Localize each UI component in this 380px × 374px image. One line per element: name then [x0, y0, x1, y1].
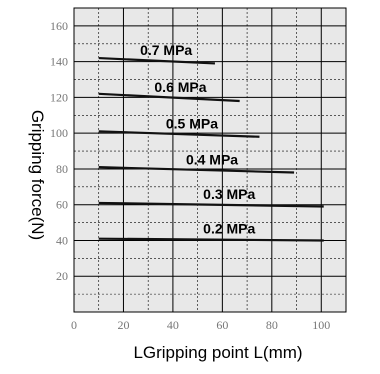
x-tick-label: 60: [216, 318, 228, 332]
series-label: 0.3 MPa: [203, 186, 255, 202]
y-tick-label: 40: [56, 233, 68, 247]
series-label: 0.6 MPa: [154, 79, 206, 95]
y-tick-label: 20: [56, 269, 68, 283]
x-tick-label: 100: [312, 318, 330, 332]
y-tick-label: 120: [50, 90, 68, 104]
x-tick-label: 40: [167, 318, 179, 332]
y-tick-label: 160: [50, 19, 68, 33]
series-label: 0.7 MPa: [140, 42, 192, 58]
y-tick-label: 140: [50, 55, 68, 69]
y-tick-label: 80: [56, 162, 68, 176]
y-tick-label: 60: [56, 198, 68, 212]
series-label: 0.4 MPa: [186, 151, 238, 167]
y-axis-title: Gripping force(N): [28, 110, 47, 240]
x-tick-label: 0: [71, 318, 77, 332]
x-axis-title: LGripping point L(mm): [133, 343, 302, 362]
series-label: 0.5 MPa: [166, 115, 218, 131]
series-label: 0.2 MPa: [203, 221, 255, 237]
x-tick-label: 80: [266, 318, 278, 332]
y-tick-label: 100: [50, 126, 68, 140]
x-tick-label: 20: [117, 318, 129, 332]
